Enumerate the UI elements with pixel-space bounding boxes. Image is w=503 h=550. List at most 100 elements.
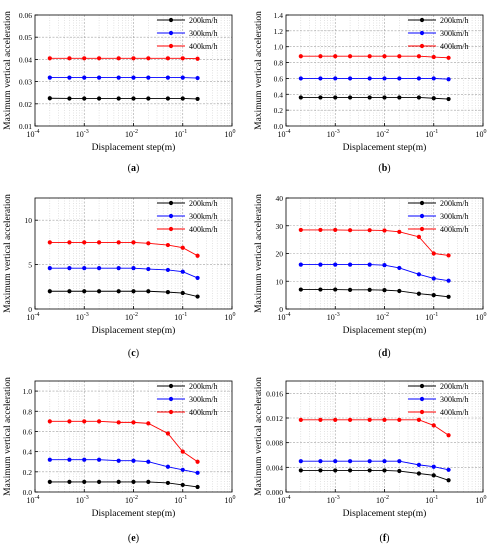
x-tick-label: 100 [225,129,236,139]
x-tick-exponent: -2 [133,129,138,135]
data-point [195,459,200,464]
data-point [446,294,451,299]
data-point [131,289,136,294]
legend-marker [419,43,425,49]
x-tick-label: 10-1 [174,312,187,322]
x-tick-exponent: 0 [233,129,236,135]
data-point [446,96,451,102]
data-point [82,75,87,80]
x-tick-exponent: 0 [484,312,487,318]
x-tick-label: 10-3 [327,312,340,322]
data-point [318,76,323,81]
data-point [397,229,402,234]
x-tick-label: 10-2 [376,312,389,322]
data-point [446,433,451,438]
panel-caption: (d) [378,348,390,359]
data-point [318,54,323,59]
panel-caption: (f) [379,533,389,544]
x-tick-label: 10-4 [278,129,291,139]
x-tick-exponent: -3 [335,495,340,501]
x-tick-exponent: -1 [433,312,438,318]
series-line-3 [49,241,198,257]
data-point [318,287,323,292]
x-tick-exponent: -4 [35,129,40,135]
x-tick-exponent: -4 [35,495,40,501]
data-point [146,96,151,101]
series-line-3 [300,55,449,59]
data-point [96,289,102,294]
legend-marker [168,200,174,206]
legend-marker [419,200,425,206]
data-point [131,458,136,463]
x-tick-label: 10-4 [27,495,40,505]
data-point [96,96,102,101]
data-point [116,458,121,463]
chart-panel-2: 10-4 10-3 10-2 10-1 100 0.0 0.2 0.4 0.6 0.8 1.0 1.2… [254,11,487,174]
data-point [195,484,200,490]
data-point [333,76,338,81]
x-tick-label: 10-4 [278,495,291,505]
data-point [67,56,72,61]
x-tick-label: 10-4 [27,312,40,322]
legend-marker [168,226,174,232]
y-tick-label: 10 [25,216,33,225]
data-point [131,96,136,101]
data-point [333,95,338,100]
data-point [333,262,338,267]
y-tick-label: 0.8 [23,407,33,416]
data-point [347,54,353,59]
data-point [165,480,171,486]
data-point [298,262,303,267]
y-axis-label: Maximum vertical acceleration [3,377,13,496]
data-point [180,482,185,488]
data-point [116,266,121,271]
data-point [195,75,200,81]
data-point [96,479,102,485]
data-point [131,479,136,485]
data-point [416,462,422,467]
data-point [347,287,353,292]
data-point [165,267,171,273]
data-point [67,289,72,294]
y-tick-label: 0.0 [23,488,33,497]
data-point [67,96,72,101]
data-point [397,95,402,100]
x-tick-exponent: -1 [433,495,438,501]
data-point [347,76,353,81]
data-point [382,54,387,59]
x-tick-exponent: 0 [233,495,236,501]
data-point [165,242,171,248]
x-tick-exponent: -3 [84,129,89,135]
data-point [382,76,387,81]
data-point [397,417,402,422]
y-tick-label: 0.016 [266,389,283,398]
x-tick-exponent: -4 [286,312,291,318]
x-tick-label: 10-2 [125,495,138,505]
data-point [431,76,436,81]
data-point [431,464,436,469]
y-tick-label: 0 [28,305,32,314]
data-point [180,245,185,250]
data-point [67,266,72,271]
data-point [416,76,422,81]
data-point [397,54,402,59]
data-point [47,266,52,271]
series-line-2 [300,460,449,471]
series-line-3 [300,419,449,436]
data-point [195,56,200,61]
x-tick-label: 10-3 [76,129,89,139]
legend-label: 200km/h [440,199,468,208]
x-tick-label: 10-4 [278,312,291,322]
data-point [446,77,451,82]
data-point [382,459,387,464]
data-point [382,468,387,473]
data-point [446,55,451,60]
legend-label: 400km/h [189,225,217,234]
data-point [367,417,372,422]
data-point [47,457,52,462]
x-tick-exponent: -1 [182,129,187,135]
x-axis-label: Displacement step(m) [343,325,427,336]
data-point [96,419,102,424]
series-line-1 [49,481,198,488]
data-point [131,240,136,245]
